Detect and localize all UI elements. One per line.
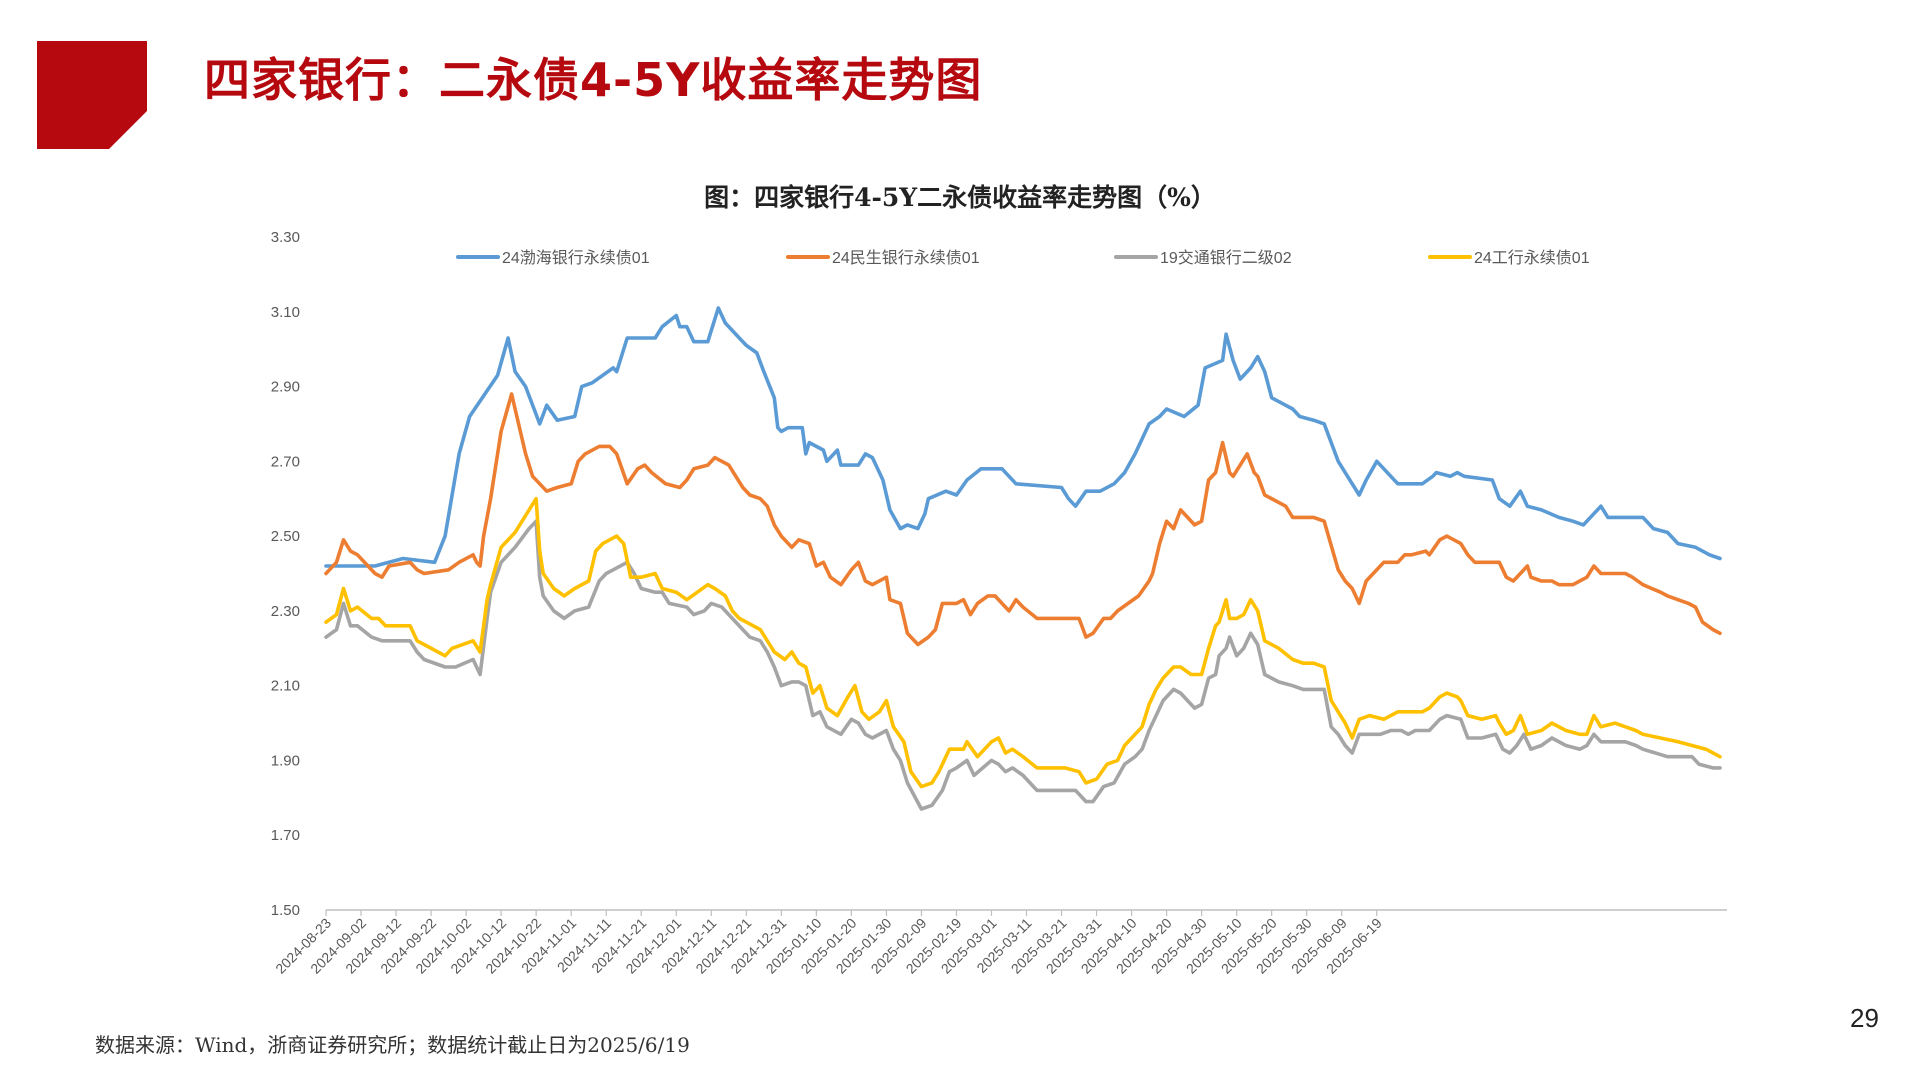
y-tick-label: 1.70: [271, 827, 300, 844]
y-tick-label: 2.30: [271, 603, 300, 620]
series-line-3: [324, 519, 1722, 811]
y-tick-label: 1.90: [271, 752, 300, 769]
legend-label: 24民生银行永续债01: [832, 249, 980, 267]
y-tick-label: 1.50: [271, 902, 300, 919]
legend-item: 24工行永续债01: [1428, 249, 1590, 267]
legend-label: 19交通银行二级02: [1160, 249, 1292, 267]
legend-label: 24工行永续债01: [1474, 249, 1590, 267]
y-tick-label: 2.90: [271, 379, 300, 396]
source-note: 数据来源：Wind，浙商证券研究所；数据统计截止日为2025/6/19: [95, 1033, 690, 1057]
y-tick-label: 2.10: [271, 678, 300, 695]
legend-item: 24渤海银行永续债01: [456, 249, 650, 267]
page-number: 29: [1850, 1003, 1879, 1033]
brand-logo: [37, 41, 147, 149]
chart-series: [324, 306, 1722, 811]
series-line-2: [324, 392, 1722, 647]
x-axis: 2024-08-232024-09-022024-09-122024-09-22…: [272, 909, 1727, 977]
y-tick-label: 2.50: [271, 528, 300, 545]
y-tick-label: 2.70: [271, 453, 300, 470]
chart-title: 图：四家银行4-5Y二永债收益率走势图（%）: [704, 183, 1216, 212]
y-tick-label: 3.10: [271, 304, 300, 321]
series-line-1: [324, 306, 1722, 568]
legend-label: 24渤海银行永续债01: [502, 249, 650, 267]
legend-item: 24民生银行永续债01: [786, 249, 980, 267]
chart-legend: 24渤海银行永续债01 24民生银行永续债01 19交通银行二级02 24工行永续债0…: [456, 249, 1590, 267]
series-line-4: [324, 496, 1722, 789]
y-tick-label: 3.30: [271, 229, 300, 246]
slide-title: 四家银行：二永债4-5Y收益率走势图: [204, 53, 983, 107]
y-axis: 1.50 1.70 1.90 2.10 2.30 2.50 2.70 2.90 3.10 3.30: [271, 229, 300, 919]
legend-item: 19交通银行二级02: [1114, 249, 1292, 267]
